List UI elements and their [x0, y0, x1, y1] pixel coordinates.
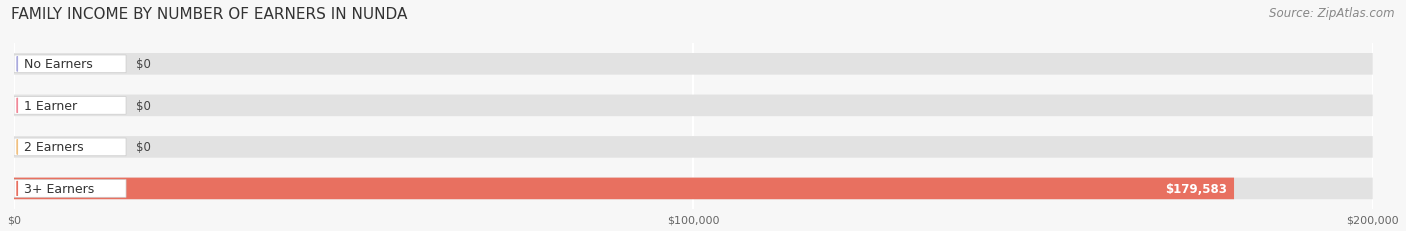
FancyBboxPatch shape [14, 137, 1372, 158]
FancyBboxPatch shape [14, 95, 1372, 117]
Text: $0: $0 [136, 58, 150, 71]
Text: $179,583: $179,583 [1166, 182, 1227, 195]
Text: Source: ZipAtlas.com: Source: ZipAtlas.com [1270, 7, 1395, 20]
FancyBboxPatch shape [14, 178, 1234, 199]
Text: $0: $0 [136, 99, 150, 112]
Text: 1 Earner: 1 Earner [24, 99, 77, 112]
FancyBboxPatch shape [14, 178, 1372, 199]
Text: No Earners: No Earners [24, 58, 93, 71]
Text: 3+ Earners: 3+ Earners [24, 182, 94, 195]
Text: FAMILY INCOME BY NUMBER OF EARNERS IN NUNDA: FAMILY INCOME BY NUMBER OF EARNERS IN NU… [11, 7, 408, 22]
Text: 2 Earners: 2 Earners [24, 141, 84, 154]
FancyBboxPatch shape [14, 97, 127, 115]
FancyBboxPatch shape [14, 56, 127, 73]
Text: $0: $0 [136, 141, 150, 154]
FancyBboxPatch shape [14, 180, 127, 198]
FancyBboxPatch shape [14, 138, 127, 156]
FancyBboxPatch shape [14, 54, 1372, 75]
